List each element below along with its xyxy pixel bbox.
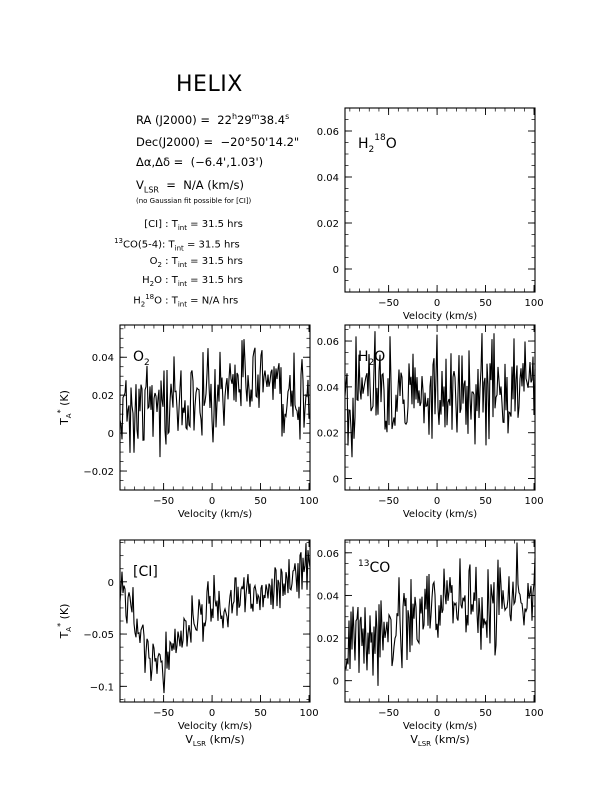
vlsr-label: VLSR <box>136 178 159 195</box>
x-axis-label-vlsr: VLSR (km/s) <box>410 733 469 748</box>
ra-value: 22h29m38.4s <box>217 112 290 127</box>
x-axis-label: Velocity (km/s) <box>403 721 477 732</box>
y-tick-label: 0.04 <box>317 383 339 394</box>
tint-row-h218o: H218O : Tint = N/A hrs <box>92 293 238 308</box>
tint-row-h2o: H2O : Tint = 31.5 hrs <box>92 275 243 288</box>
x-tick-label: −50 <box>153 496 174 507</box>
x-tick-label: 100 <box>299 496 318 507</box>
tint-value: 31.5 hrs <box>201 275 243 286</box>
tint-row-ci: [CI] : Tint = 31.5 hrs <box>92 219 243 232</box>
x-axis-label: Velocity (km/s) <box>178 509 252 520</box>
tint-molecule: H218O <box>133 293 162 309</box>
x-axis-label: Velocity (km/s) <box>178 721 252 732</box>
tint-molecule: O2 <box>149 256 162 269</box>
x-tick-label: 50 <box>479 708 492 719</box>
spectrum-line <box>119 543 311 694</box>
plot-frame <box>344 324 536 491</box>
y-tick-label: 0 <box>108 429 114 440</box>
x-tick-label: 50 <box>479 298 492 309</box>
x-tick-label: 100 <box>524 298 543 309</box>
x-tick-label: 100 <box>299 708 318 719</box>
ra-line: RA (J2000) = 22h29m38.4s <box>136 112 290 127</box>
panel-label: 13CO <box>358 559 390 576</box>
x-tick-label: −50 <box>378 298 399 309</box>
y-tick-label: 0.04 <box>317 591 339 602</box>
y-tick-label: 0 <box>108 578 114 589</box>
y-tick-label: 0.06 <box>317 337 339 348</box>
y-tick-label: 0.02 <box>317 219 339 230</box>
vlsr-line: VLSR = N/A (km/s) <box>136 178 244 195</box>
dec-label: Dec(J2000) <box>136 135 200 149</box>
y-tick-label: 0.06 <box>317 127 339 138</box>
x-tick-label: 0 <box>209 496 215 507</box>
spectrum-line <box>119 339 311 458</box>
x-tick-label: 50 <box>254 708 267 719</box>
tint-value: 31.5 hrs <box>201 219 243 230</box>
y-tick-label: −0.02 <box>83 467 114 478</box>
y-tick-label: −0.05 <box>83 630 114 641</box>
x-tick-label: 100 <box>524 708 543 719</box>
offset-line: Δα,Δδ = (−6.4',1.03') <box>136 155 264 169</box>
tint-row-13co: 13CO(5-4): Tint = 31.5 hrs <box>92 237 240 252</box>
spectrum-line <box>344 331 536 458</box>
x-axis-label: Velocity (km/s) <box>403 311 477 322</box>
panel-label: [CI] <box>133 564 158 580</box>
x-axis-label: Velocity (km/s) <box>403 509 477 520</box>
tint-value: 31.5 hrs <box>201 256 243 267</box>
panel-label: H218O <box>358 133 397 155</box>
tint-value: 31.5 hrs <box>198 239 240 251</box>
y-axis-label: TA* (K) <box>56 390 73 426</box>
y-tick-label: −0.1 <box>90 682 114 693</box>
x-tick-label: 0 <box>434 298 440 309</box>
y-tick-label: 0 <box>333 265 339 276</box>
tint-molecule: [CI] <box>144 219 162 230</box>
y-tick-label: 0 <box>333 475 339 486</box>
x-axis-label-vlsr: VLSR (km/s) <box>185 733 244 748</box>
tint-molecule: 13CO(5-4) <box>114 237 162 251</box>
x-tick-label: −50 <box>378 708 399 719</box>
y-tick-label: 0.02 <box>317 429 339 440</box>
tint-row-o2: O2 : Tint = 31.5 hrs <box>92 256 243 269</box>
y-tick-label: 0.06 <box>317 549 339 560</box>
offset-value: (−6.4',1.03') <box>190 155 264 169</box>
spectrum-line <box>344 542 536 686</box>
fit-note: (no Gaussian fit possible for [CI]) <box>136 197 252 205</box>
tint-value: N/A hrs <box>201 295 239 307</box>
panel-label: H2O <box>358 349 385 368</box>
page-title: HELIX <box>176 72 243 97</box>
plot-frame <box>119 324 311 491</box>
x-tick-label: 100 <box>524 496 543 507</box>
y-tick-label: 0.02 <box>317 634 339 645</box>
x-tick-label: 50 <box>479 496 492 507</box>
y-tick-label: 0.02 <box>92 391 114 402</box>
panel-label: O2 <box>133 349 150 368</box>
dec-line: Dec(J2000) = −20°50'14.2" <box>136 135 300 149</box>
x-tick-label: 0 <box>434 708 440 719</box>
ra-label: RA (J2000) <box>136 112 197 127</box>
y-axis-label: TA* (K) <box>56 604 73 640</box>
vlsr-value: N/A (km/s) <box>183 178 244 192</box>
tint-molecule: H2O <box>142 275 162 288</box>
x-tick-label: 0 <box>209 708 215 719</box>
dec-value: −20°50'14.2" <box>220 135 300 149</box>
plot-frame <box>344 539 536 703</box>
x-tick-label: 50 <box>254 496 267 507</box>
y-tick-label: 0 <box>333 677 339 688</box>
offset-label: Δα,Δδ <box>136 155 171 169</box>
x-tick-label: −50 <box>378 496 399 507</box>
x-tick-label: 0 <box>434 496 440 507</box>
x-tick-label: −50 <box>153 708 174 719</box>
y-tick-label: 0.04 <box>92 353 114 364</box>
y-tick-label: 0.04 <box>317 173 339 184</box>
